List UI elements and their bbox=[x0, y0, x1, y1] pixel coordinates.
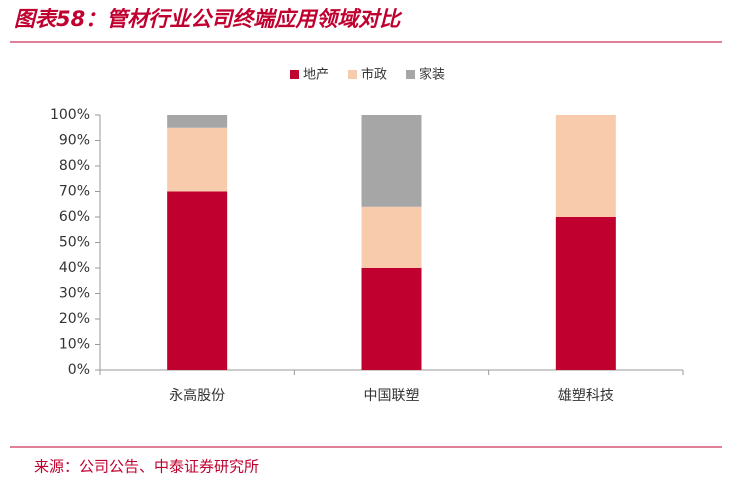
bar-segment bbox=[167, 127, 228, 192]
bar-segment bbox=[167, 115, 228, 128]
bar-segment bbox=[555, 217, 616, 370]
y-tick-label: 30% bbox=[59, 286, 90, 302]
x-tick-label: 雄塑科技 bbox=[558, 388, 614, 404]
y-tick-label: 70% bbox=[59, 184, 90, 200]
bar-segment bbox=[361, 206, 422, 268]
y-tick-label: 50% bbox=[59, 235, 90, 251]
y-tick-label: 80% bbox=[59, 158, 90, 174]
legend-swatch bbox=[290, 70, 299, 79]
y-tick-label: 10% bbox=[59, 337, 90, 353]
source: 来源：公司公告、中泰证券研究所 bbox=[34, 458, 259, 476]
legend-label: 市政 bbox=[361, 67, 387, 83]
y-tick-label: 60% bbox=[59, 209, 90, 225]
x-tick-label: 中国联塑 bbox=[364, 388, 420, 404]
bar-segment bbox=[555, 115, 616, 217]
legend-label: 家装 bbox=[419, 67, 445, 83]
bar-segment bbox=[361, 268, 422, 370]
bar-segment bbox=[361, 115, 422, 207]
x-tick-label: 永高股份 bbox=[169, 387, 225, 404]
y-tick-label: 40% bbox=[59, 260, 90, 276]
legend-swatch bbox=[406, 70, 415, 79]
legend-label: 地产 bbox=[303, 68, 329, 83]
bar-segment bbox=[167, 191, 228, 370]
y-tick-label: 20% bbox=[59, 311, 90, 327]
y-tick-label: 100% bbox=[50, 107, 90, 123]
chart-title: 图表58：管材行业公司终端应用领域对比 bbox=[14, 7, 403, 31]
y-tick-label: 90% bbox=[59, 133, 90, 149]
y-tick-label: 0% bbox=[68, 362, 90, 378]
legend-swatch bbox=[348, 70, 357, 79]
